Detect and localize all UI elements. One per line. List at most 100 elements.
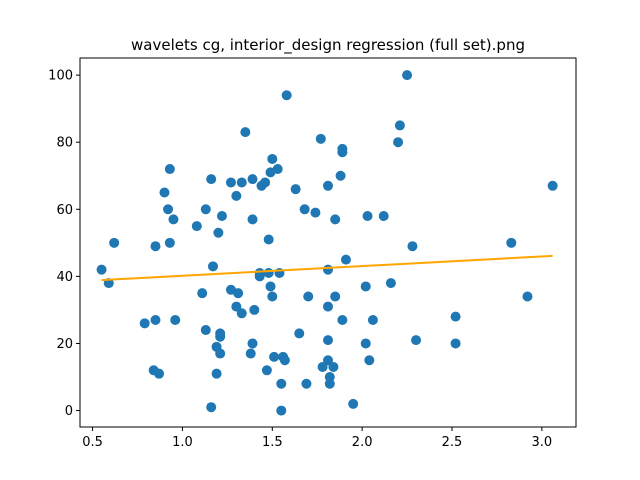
data-point [211,368,222,379]
data-point [310,207,321,218]
data-point [394,120,405,131]
data-point [337,314,348,325]
data-point [267,153,278,164]
data-point [337,143,348,154]
data-point [154,368,165,379]
data-point [335,170,346,181]
data-point [215,348,226,359]
data-point [276,378,287,389]
data-point [269,351,280,362]
data-point [240,127,251,138]
data-point [200,204,211,215]
data-points [96,70,558,416]
data-point [163,204,174,215]
data-point [364,355,375,366]
data-point [267,291,278,302]
data-point [330,214,341,225]
data-point [378,210,389,221]
data-point [263,268,274,279]
data-point [168,214,179,225]
chart-title: wavelets cg, interior_design regression … [131,36,525,55]
y-tick-label: 0 [65,404,73,419]
data-point [450,311,461,322]
data-point [330,291,341,302]
data-point [247,174,258,185]
data-point [236,177,247,188]
data-point [506,237,517,248]
data-point [260,177,271,188]
data-point [206,174,217,185]
data-point [249,304,260,315]
data-point [323,355,333,366]
y-tick-label: 80 [56,136,73,151]
data-point [385,278,396,289]
y-tick-label: 60 [56,203,73,218]
y-tick-label: 100 [48,69,73,84]
data-point [231,190,242,201]
data-point [164,164,175,175]
data-point [324,372,335,383]
data-point [367,314,378,325]
y-tick-label: 40 [56,270,73,285]
x-tick-label: 2.5 [442,435,463,450]
data-point [315,133,326,144]
data-point [139,318,150,329]
regression-line-layer [101,254,553,282]
data-point [323,301,333,312]
data-point [328,361,339,372]
data-point [254,268,265,279]
data-point [301,378,312,389]
data-point [263,234,274,245]
plot-frame [79,57,577,428]
data-point [272,164,283,175]
data-point [303,291,314,302]
data-point [225,177,236,188]
data-point [323,180,333,191]
data-point [245,348,256,359]
data-point [213,227,224,238]
data-point [281,90,292,101]
x-tick-label: 2.0 [352,435,373,450]
x-tick-label: 1.0 [172,435,193,450]
data-point [265,281,276,292]
data-point [191,221,202,232]
data-point [276,405,287,416]
data-point [206,402,217,413]
data-point [164,237,175,248]
data-point [547,180,558,191]
x-tick-label: 1.5 [262,435,283,450]
data-point [236,308,247,319]
data-point [279,355,290,366]
data-point [323,335,333,346]
regression-line [101,254,553,282]
data-point [233,288,244,299]
data-point [393,137,404,148]
data-point [159,187,170,198]
data-point [340,254,351,265]
data-point [450,338,461,349]
data-point [197,288,208,299]
data-point [299,204,310,215]
data-point [216,210,227,221]
x-tick-label: 3.0 [532,435,553,450]
data-point [200,325,211,336]
data-point [317,361,328,372]
data-point [150,241,161,252]
data-point [294,328,305,339]
data-point [231,301,242,312]
y-tick-label: 20 [56,337,73,352]
x-tick-label: 0.5 [82,435,103,450]
data-point [522,291,533,302]
data-point [411,335,422,346]
data-point [261,365,272,376]
data-point [150,314,161,325]
data-point [360,338,371,349]
data-point [170,314,181,325]
data-point [323,264,333,275]
data-point [215,331,226,342]
data-point [96,264,107,275]
data-point [360,281,371,292]
data-point [247,214,258,225]
data-point [109,237,120,248]
